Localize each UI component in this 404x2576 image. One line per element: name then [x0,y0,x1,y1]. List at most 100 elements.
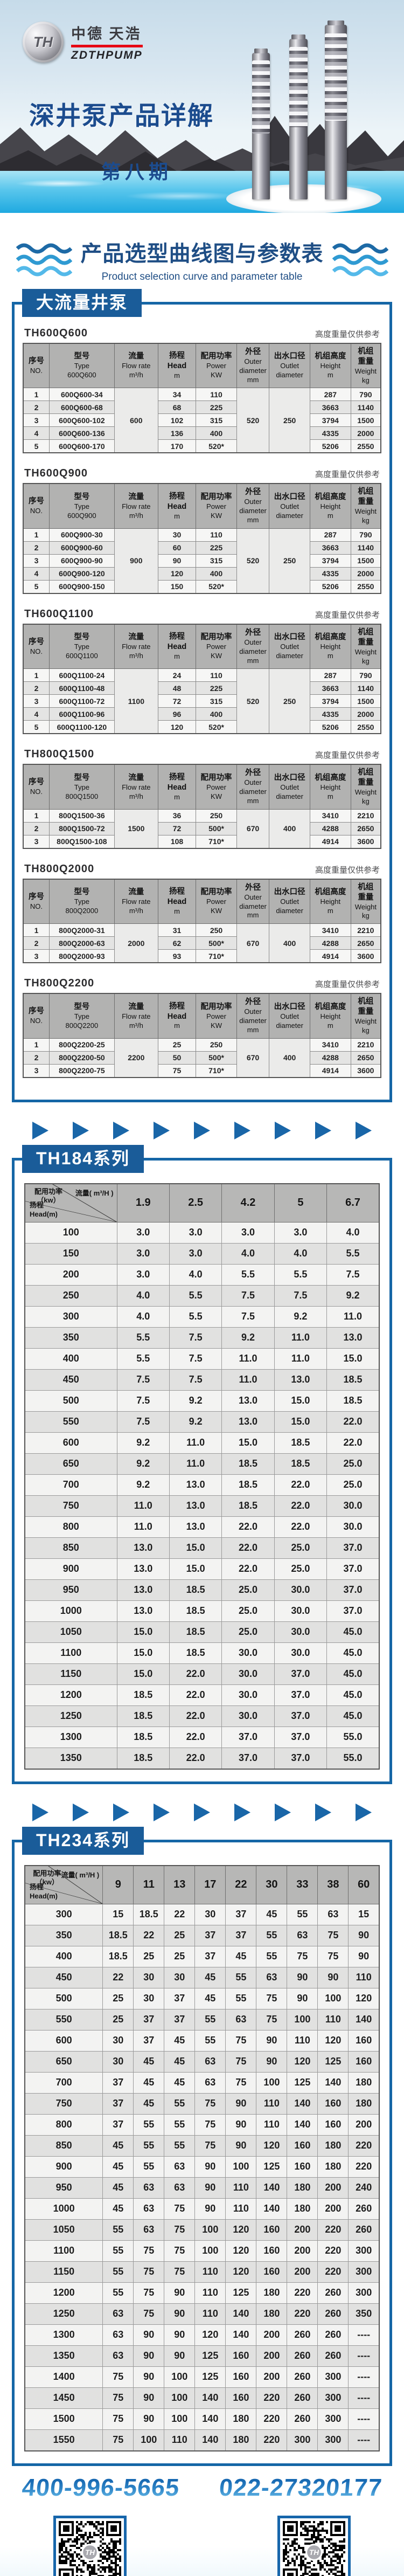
param-cell-height: 4288 [309,1051,351,1065]
series-power-cell: 110 [317,2008,349,2031]
series-row: 150 3.0 3.0 4.0 4.0 5.5 [24,1242,380,1265]
param-cell-power: 520* [196,579,237,594]
series-head-cell: 400 [24,1348,117,1370]
series-power-cell: 37 [164,2008,196,2031]
param-cell-no: 3 [23,413,50,427]
series-power-cell: 75 [164,2240,196,2262]
series-head-cell: 550 [24,2008,103,2031]
series-row: 1500 75 90 100 140 180 220 260 300 ---- [24,2408,380,2430]
qr-column-wechat: TH 扫码关注 官方公众号 [25,2515,155,2576]
series-power-cell: 75 [194,2135,226,2157]
param-row: 3 800Q2000-93 93 710* 4914 3600 [23,949,381,963]
series-flow-header: 6.7 [326,1183,380,1223]
series-row: 950 13.0 18.5 25.0 30.0 37.0 [24,1579,380,1601]
banner-subtitle: Product selection curve and parameter ta… [101,271,303,282]
series-power-cell: 15.0 [326,1348,380,1370]
series-row: 1000 13.0 18.5 25.0 30.0 37.0 [24,1600,380,1622]
series-power-cell: 25 [102,1987,134,2009]
series-power-cell: 37.0 [221,1747,275,1770]
series-power-cell: 37.0 [221,1726,275,1748]
series-power-cell: 11.0 [274,1348,328,1370]
param-cell-weight: 2000 [350,707,381,721]
series-power-cell: 180 [317,2135,349,2157]
series-row: 100 3.0 3.0 3.0 3.0 4.0 [24,1221,380,1244]
series-power-cell: 75 [133,2240,165,2262]
series-power-cell: 100 [164,2387,196,2409]
arrow-right-icon [73,1803,89,1821]
param-cell-head: 34 [157,388,197,402]
series-power-cell: 260 [287,2345,318,2367]
param-header-cell: 配用功率 Power KW [196,483,237,529]
param-header-cell: 序号 NO. [23,993,50,1039]
param-cell-outlet: 400 [269,809,310,849]
param-cell-no: 1 [23,1038,50,1052]
param-cell-no: 5 [23,579,50,594]
series-power-cell: 15.0 [116,1621,170,1643]
series-head-cell: 350 [24,1327,117,1349]
series-row: 300 15 18.5 22 30 37 45 55 63 15 [24,1903,380,1925]
param-cell-outer: 520 [236,388,270,453]
series-power-cell: 22.0 [169,1726,222,1748]
param-row: 1 800Q1500-36 1500 36 250 670 400 3410 2210 [23,809,381,849]
param-cell-height: 3794 [309,413,351,427]
series-power-cell: 11.0 [169,1432,222,1454]
series-power-cell: 110 [256,2092,288,2115]
param-header-cell: 序号 NO. [23,483,50,529]
series-power-cell: 120 [256,2135,288,2157]
series-power-cell: 30.0 [274,1621,328,1643]
param-cell-type: 600Q900-90 [48,554,115,568]
arrow-right-icon [315,1121,331,1139]
series-power-cell: 75 [164,2219,196,2241]
series-power-cell: 55 [102,2240,134,2262]
param-cell-head: 150 [157,579,197,594]
series-power-cell: 160 [256,2219,288,2241]
series-power-cell: 140 [317,2071,349,2094]
series-head-cell: 550 [24,1411,117,1433]
param-cell-head: 102 [157,413,197,427]
banner-title: 产品选型曲线图与参数表 [80,242,324,266]
series-row: 1100 15.0 18.5 30.0 30.0 45.0 [24,1642,380,1664]
section-heading-th234: TH234系列 [22,1826,144,1855]
series-power-cell: 37.0 [274,1684,328,1706]
series-header-row: 配用功率 （kw） 流量( m³/H ) 扬程 Head(m) 9 11 13 17 22 30 33… [24,1865,380,1904]
param-cell-power: 710* [196,1063,237,1078]
series-power-cell: 90 [287,1966,318,1988]
series-power-cell: 90 [225,2135,257,2157]
param-table: 序号 NO. 型号 Type 600Q1100 流量 Flow rate m³/h 扬程 Hea… [23,623,381,735]
param-table-block: TH800Q2200 高度重量仅供参考 序号 NO. 型号 Type 800Q2200 流量 F… [23,977,381,1078]
param-row: 2 600Q900-60 60 225 3663 1140 [23,541,381,555]
param-header-cell: 型号 Type 600Q900 [48,483,115,529]
param-cell-outlet: 250 [269,668,310,734]
series-power-cell: ---- [348,2324,380,2346]
series-power-cell: 75 [287,1945,318,1967]
series-power-cell: 22.0 [169,1684,222,1706]
series-power-cell: 90 [225,2092,257,2115]
series-head-cell: 1050 [24,2219,103,2241]
param-cell-no: 2 [23,1051,50,1065]
series-row: 800 11.0 13.0 22.0 22.0 30.0 [24,1516,380,1538]
series-head-cell: 700 [24,2071,103,2094]
series-power-cell: 220 [287,2303,318,2325]
series-power-cell: 180 [256,2282,288,2304]
series-power-cell: 45 [102,2135,134,2157]
series-head-cell: 650 [24,2050,103,2073]
param-cell-head: 68 [157,400,197,415]
series-power-cell: 63 [225,2008,257,2031]
series-power-cell: 4.0 [116,1306,170,1328]
param-cell-weight: 3600 [350,1063,381,1078]
series-power-cell: 13.0 [169,1516,222,1538]
series-power-cell: 5.5 [169,1284,222,1307]
series-power-cell: 140 [194,2387,226,2409]
series-head-cell: 750 [24,2092,103,2115]
series-power-cell: 3.0 [169,1242,222,1265]
param-row: 1 600Q900-30 900 30 110 520 250 287 790 [23,528,381,594]
series-power-cell: 75 [164,2198,196,2220]
param-cell-height: 287 [309,528,351,542]
series-power-cell: 260 [287,2324,318,2346]
series-power-cell: 55 [133,2156,165,2178]
series-power-cell: 200 [317,2177,349,2199]
qr-column-website: TH 扫码关注 官方网站 www.chinatjpump.com [249,2515,379,2576]
param-cell-height: 287 [309,388,351,402]
series-power-cell: 22.0 [169,1705,222,1727]
arrow-right-icon [73,1121,89,1139]
